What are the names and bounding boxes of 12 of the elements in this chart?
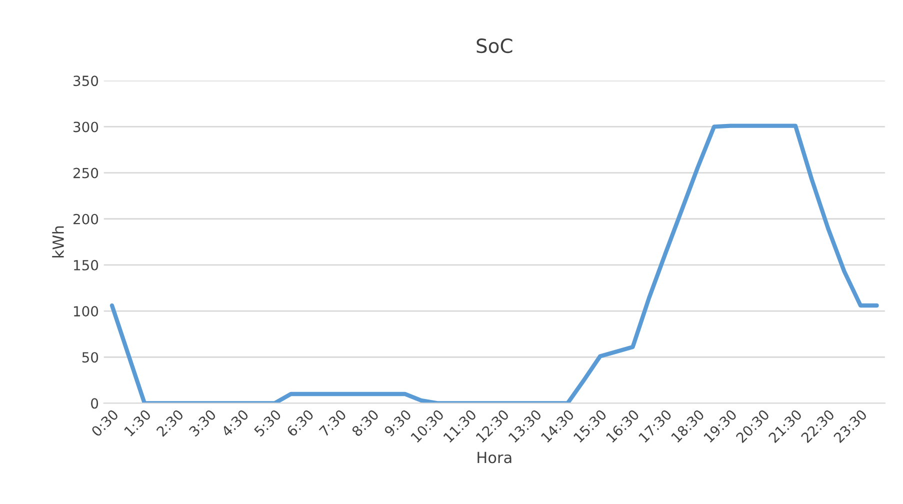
y-tick-label: 200 (73, 214, 98, 224)
y-tick-label: 0 (91, 398, 98, 409)
y-tick-label: 350 (74, 76, 98, 86)
y-tick-label: 50 (82, 352, 98, 363)
y-tick-label: 300 (74, 122, 98, 132)
x-axis-title: Hora (478, 452, 512, 464)
line-series (110, 124, 879, 404)
chart-title: SoC (476, 38, 512, 54)
y-tick-label: 250 (73, 168, 98, 178)
y-tick-label: 100 (74, 306, 98, 317)
y-axis-title: kWh (52, 226, 64, 258)
y-tick-label: 150 (74, 260, 98, 270)
